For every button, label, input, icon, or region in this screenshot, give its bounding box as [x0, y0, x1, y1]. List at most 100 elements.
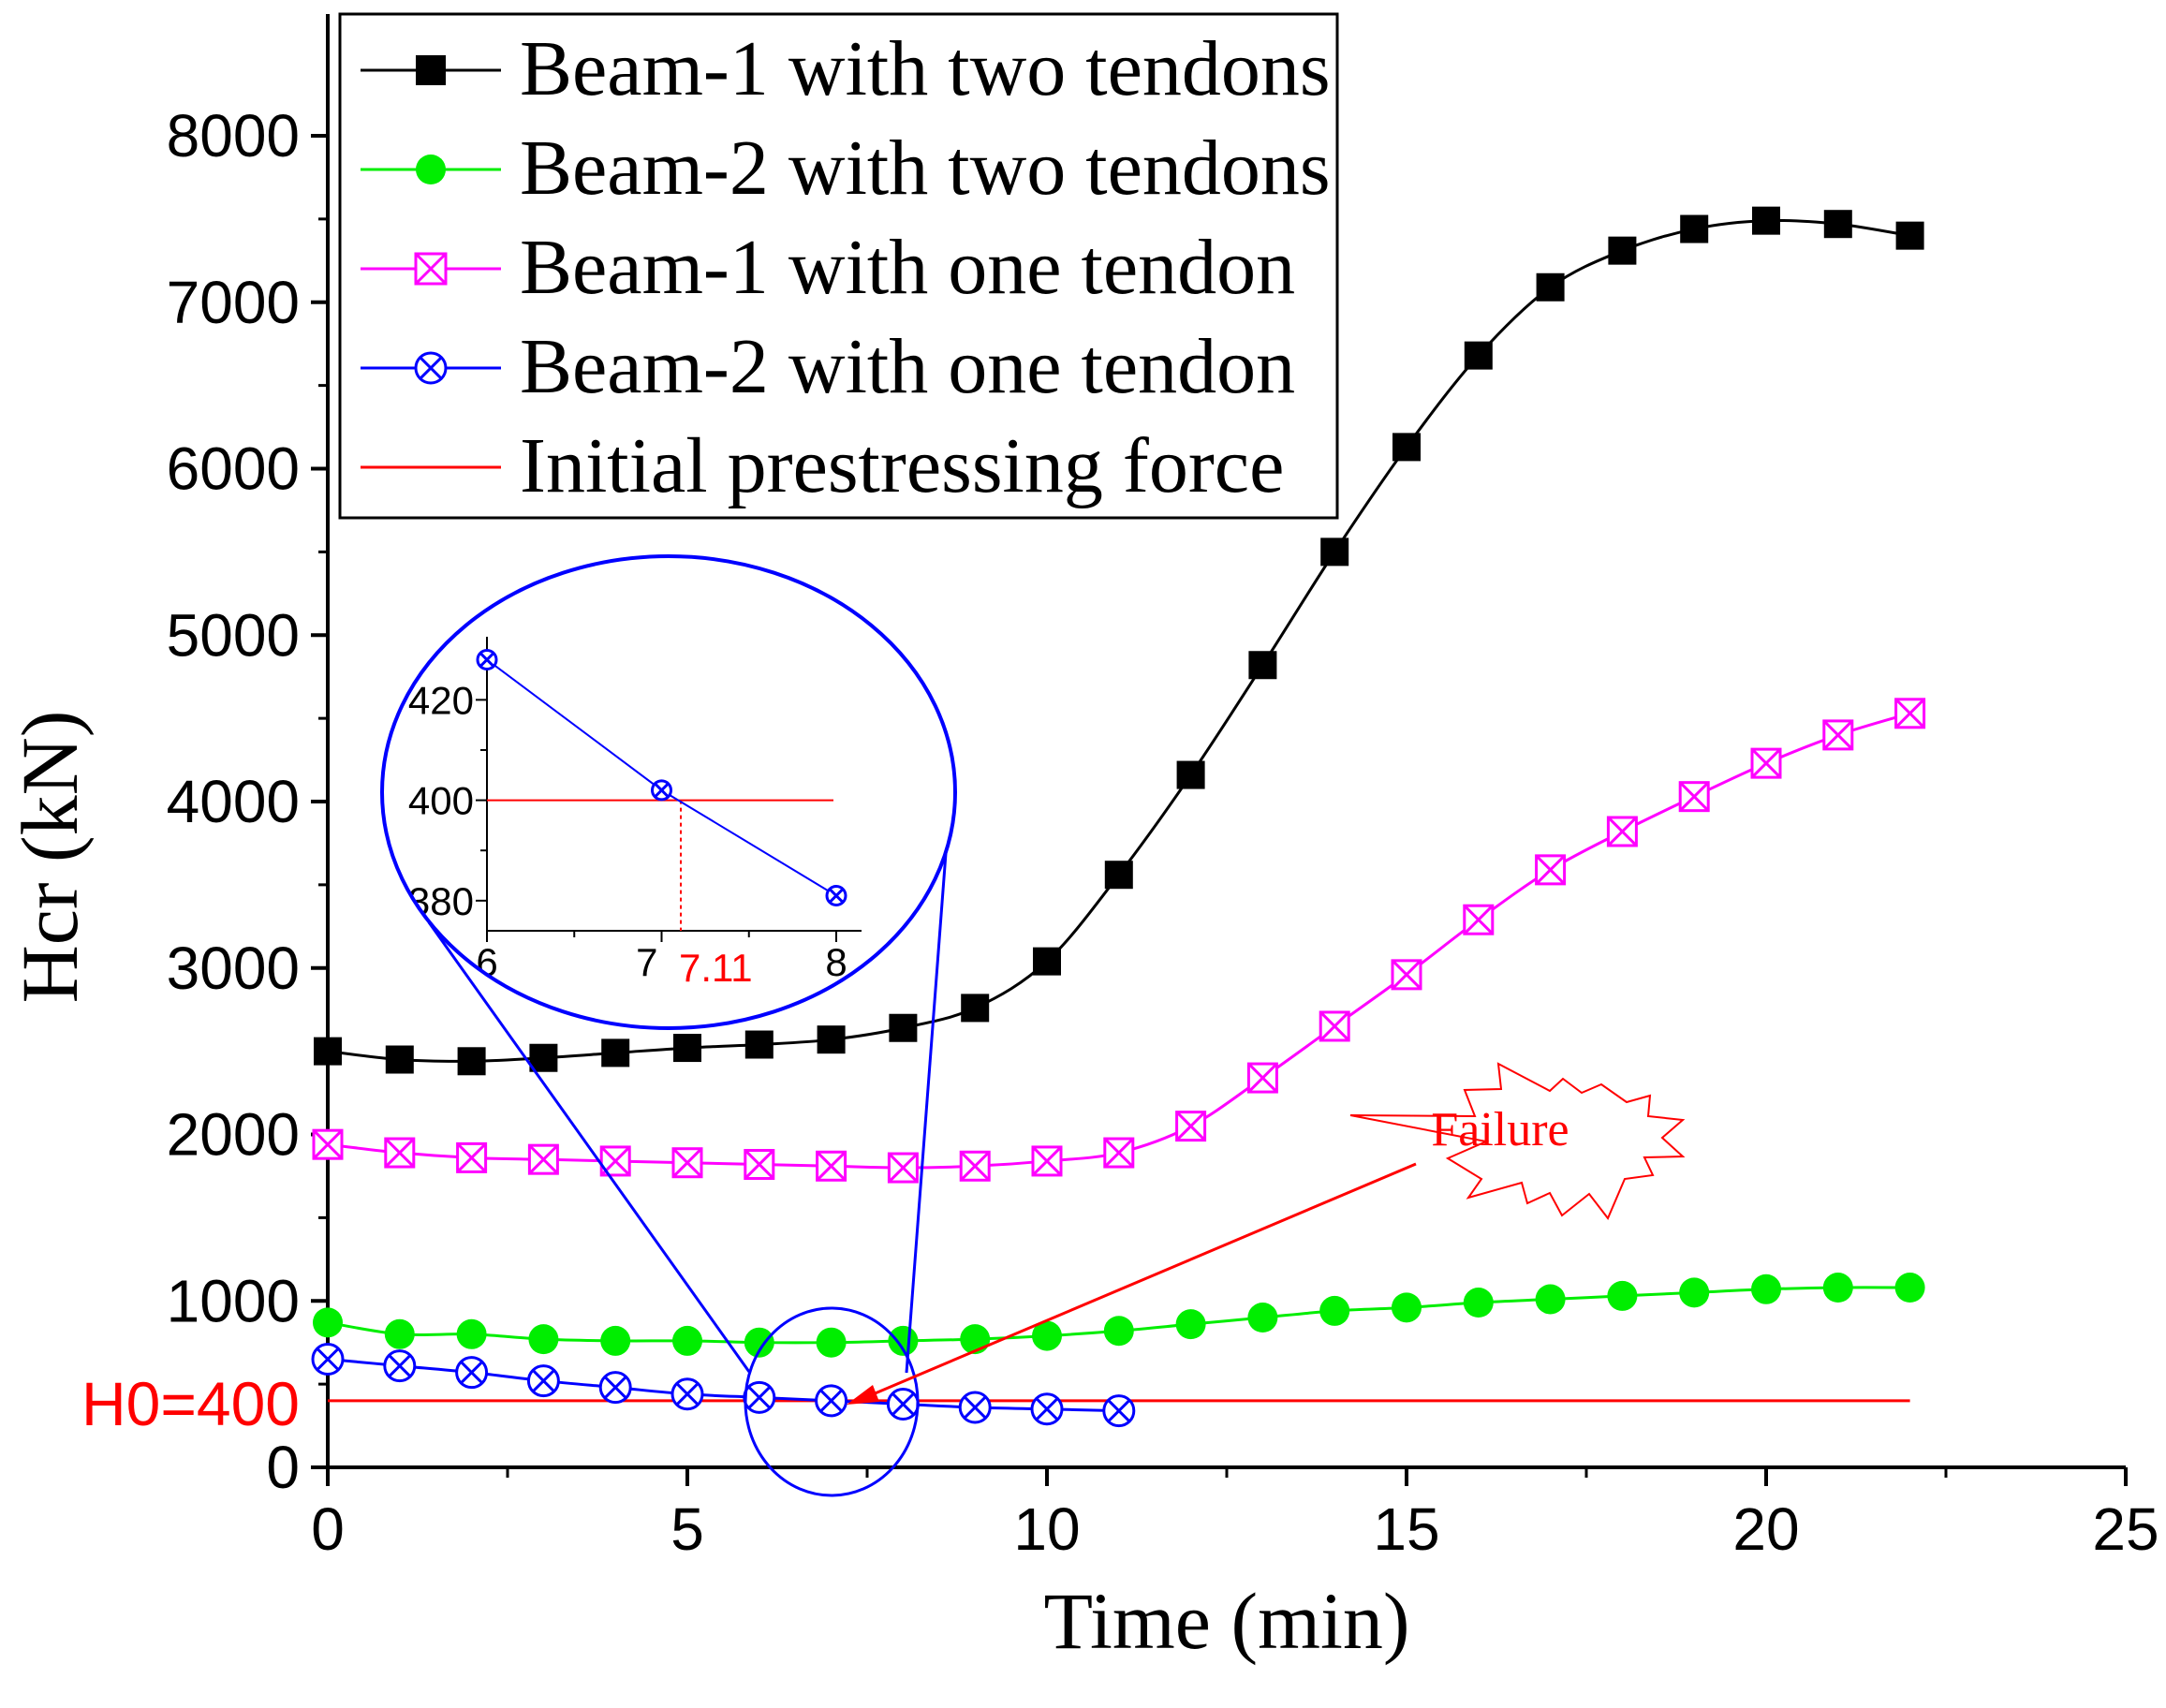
data-point — [959, 1150, 991, 1182]
zoom-connector-right — [905, 828, 950, 1374]
x-axis-title: Time (min) — [1043, 1576, 1409, 1666]
data-point — [1175, 1309, 1206, 1340]
data-point — [1392, 1292, 1422, 1323]
data-point — [1176, 760, 1205, 789]
legend-label: Beam-1 with two tendons — [520, 25, 1331, 112]
data-point — [384, 1318, 415, 1349]
legend-item: Beam-1 with two tendons — [361, 25, 1331, 112]
data-point — [1750, 747, 1782, 779]
data-point — [815, 1384, 848, 1418]
data-point — [886, 1387, 920, 1421]
data-point — [1894, 698, 1926, 729]
data-point — [1895, 221, 1924, 250]
data-point — [1679, 1277, 1710, 1308]
data-point — [1751, 1274, 1781, 1304]
data-point — [455, 1356, 489, 1390]
data-point — [1535, 854, 1567, 886]
data-point — [383, 1349, 417, 1383]
data-point — [1464, 341, 1493, 370]
data-point — [887, 1152, 919, 1184]
data-point — [1319, 1010, 1350, 1042]
data-point — [1391, 959, 1422, 991]
data-point — [457, 1047, 486, 1076]
data-point — [1246, 1062, 1278, 1094]
y-tick-label: 4000 — [167, 768, 300, 835]
data-point — [527, 1143, 559, 1175]
y-tick-label: 1000 — [167, 1267, 300, 1334]
data-point — [1175, 1111, 1207, 1142]
data-point — [889, 1013, 918, 1042]
data-point — [456, 1141, 488, 1173]
data-point — [961, 994, 990, 1023]
data-point — [817, 1025, 846, 1054]
failure-label: Failure — [1431, 1103, 1569, 1156]
inset-data-point — [476, 648, 498, 670]
failure-annotation: Failure — [847, 1062, 1686, 1405]
data-point — [1247, 1303, 1278, 1333]
inset-data-point — [825, 884, 847, 906]
y-tick-label: 2000 — [167, 1101, 300, 1169]
series-3 — [312, 698, 1926, 1184]
data-point — [958, 1391, 992, 1424]
data-point — [1823, 210, 1852, 239]
data-point — [1536, 272, 1565, 302]
data-point — [1463, 1288, 1494, 1318]
data-point — [1752, 206, 1780, 235]
data-point — [1104, 861, 1133, 890]
data-point — [743, 1380, 776, 1414]
series-4 — [311, 1342, 1136, 1428]
data-point — [526, 1364, 560, 1398]
data-point — [1103, 1137, 1135, 1169]
y-tick-label: 8000 — [167, 102, 300, 169]
data-point — [671, 1147, 703, 1179]
legend-item: Beam-1 with one tendon — [361, 224, 1295, 311]
data-point — [1031, 1145, 1063, 1177]
data-point — [312, 1128, 344, 1160]
zoom-indicator — [427, 828, 950, 1497]
x-tick-label: 5 — [670, 1495, 704, 1563]
data-point — [1033, 947, 1061, 976]
h0-label: H0=400 — [81, 1369, 300, 1438]
data-point — [1822, 1273, 1853, 1303]
legend-box — [338, 12, 1339, 520]
data-point — [528, 1324, 559, 1355]
inset-y-tick-label: 400 — [408, 779, 474, 823]
y-tick-label: 5000 — [167, 601, 300, 669]
inset-crossing-label: 7.11 — [679, 946, 753, 990]
y-tick-label: 0 — [266, 1434, 300, 1501]
data-point — [529, 1043, 558, 1072]
data-point — [1822, 719, 1854, 751]
x-tick-label: 10 — [1013, 1495, 1080, 1563]
legend-marker — [414, 252, 448, 286]
data-point — [1032, 1320, 1062, 1351]
legend: Beam-1 with two tendons Beam-2 with two t… — [338, 12, 1339, 520]
x-tick-label: 0 — [311, 1495, 345, 1563]
data-point — [1608, 236, 1637, 265]
inset-y-tick-label: 380 — [408, 879, 474, 923]
legend-marker — [416, 55, 446, 85]
y-tick-label: 3000 — [167, 935, 300, 1002]
data-point — [1248, 651, 1277, 680]
legend-label: Beam-2 with one tendon — [520, 323, 1295, 410]
data-point — [1102, 1394, 1136, 1428]
x-tick-label: 25 — [2092, 1495, 2159, 1563]
data-point — [672, 1325, 702, 1356]
data-point — [744, 1148, 775, 1180]
data-point — [311, 1342, 345, 1376]
legend-marker — [416, 155, 446, 184]
data-point — [385, 1045, 414, 1074]
data-point — [1678, 781, 1710, 813]
data-point — [601, 1038, 630, 1068]
data-point — [816, 1327, 847, 1358]
legend-label: Beam-1 with one tendon — [520, 224, 1295, 311]
legend-item: Beam-2 with one tendon — [361, 323, 1295, 410]
series-line — [327, 1357, 1119, 1413]
zoom-connector-left — [427, 921, 751, 1373]
data-point — [456, 1318, 487, 1349]
zoom-circle — [744, 1306, 920, 1497]
data-point — [1535, 1284, 1566, 1315]
data-point — [744, 1030, 774, 1059]
inset-x-tick-label: 8 — [825, 940, 847, 984]
data-point — [313, 1307, 343, 1338]
